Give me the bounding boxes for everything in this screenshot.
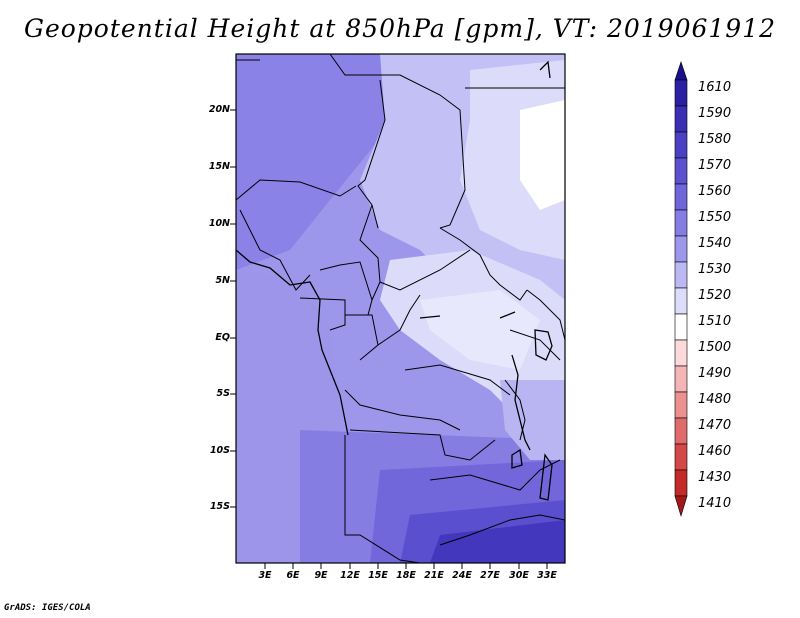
colorbar-bottom-arrow: [674, 495, 688, 518]
height-field: [236, 54, 565, 563]
colorbar-segment: [674, 131, 688, 159]
lat-label-10s: 10S: [209, 445, 230, 456]
map-frame: [235, 53, 566, 564]
lat-label-15n: 15N: [208, 161, 230, 172]
colorbar-label: 1560: [698, 184, 732, 199]
colorbar-label: 1460: [698, 444, 732, 459]
lon-label-30e: 30E: [509, 570, 529, 581]
colorbar-label: 1480: [698, 392, 732, 407]
colorbar-segment: [674, 261, 688, 289]
country-borders: [236, 54, 565, 563]
colorbar-segment: [674, 469, 688, 497]
colorbar-label: 1520: [698, 288, 732, 303]
colorbar: [674, 61, 688, 518]
field-south-deepest: [430, 520, 565, 563]
colorbar-label: 1500: [698, 340, 732, 355]
colorbar-segment: [674, 157, 688, 185]
lon-label-3e: 3E: [258, 570, 272, 581]
colorbar-segment: [674, 287, 688, 315]
colorbar-segment: [674, 183, 688, 211]
lat-label-10n: 10N: [208, 218, 230, 229]
colorbar-segment: [674, 339, 688, 367]
lat-label-5n: 5N: [215, 275, 230, 286]
colorbar-label: 1610: [698, 80, 732, 95]
lon-label-18e: 18E: [396, 570, 416, 581]
lon-label-24e: 24E: [452, 570, 472, 581]
lon-label-33e: 33E: [537, 570, 557, 581]
lat-label-20n: 20N: [208, 104, 230, 115]
field-northwest: [236, 54, 400, 270]
colorbar-label: 1540: [698, 236, 732, 251]
colorbar-label: 1490: [698, 366, 732, 381]
axis-ticks: [230, 109, 548, 569]
colorbar-segment: [674, 79, 688, 107]
colorbar-label: 1530: [698, 262, 732, 277]
lon-label-12e: 12E: [340, 570, 360, 581]
colorbar-segment: [674, 417, 688, 445]
colorbar-label: 1570: [698, 158, 732, 173]
colorbar-segment: [674, 105, 688, 133]
colorbar-label: 1410: [698, 496, 732, 511]
colorbar-segment: [674, 365, 688, 393]
lon-label-9e: 9E: [314, 570, 328, 581]
colorbar-segment: [674, 443, 688, 471]
colorbar-label: 1510: [698, 314, 732, 329]
colorbar-segment: [674, 313, 688, 341]
lat-label-5s: 5S: [216, 388, 230, 399]
colorbar-label: 1550: [698, 210, 732, 225]
lat-label-15s: 15S: [209, 501, 230, 512]
lat-label-eq: EQ: [215, 332, 230, 343]
colorbar-top-arrow: [674, 61, 688, 81]
credit-label: GrADS: IGES/COLA: [4, 603, 91, 613]
field-ne-white: [520, 100, 565, 210]
field-central-light: [420, 290, 540, 370]
lon-label-27e: 27E: [480, 570, 500, 581]
colorbar-segment: [674, 209, 688, 237]
colorbar-label: 1430: [698, 470, 732, 485]
colorbar-label: 1470: [698, 418, 732, 433]
colorbar-label: 1590: [698, 106, 732, 121]
lon-label-6e: 6E: [286, 570, 300, 581]
lon-label-15e: 15E: [368, 570, 388, 581]
colorbar-segment: [674, 391, 688, 419]
coastlines: [236, 60, 553, 501]
colorbar-segment: [674, 235, 688, 263]
lon-label-21e: 21E: [424, 570, 444, 581]
colorbar-label: 1580: [698, 132, 732, 147]
chart-title: Geopotential Height at 850hPa [gpm], VT:…: [23, 14, 777, 43]
field-southeast: [500, 380, 565, 460]
